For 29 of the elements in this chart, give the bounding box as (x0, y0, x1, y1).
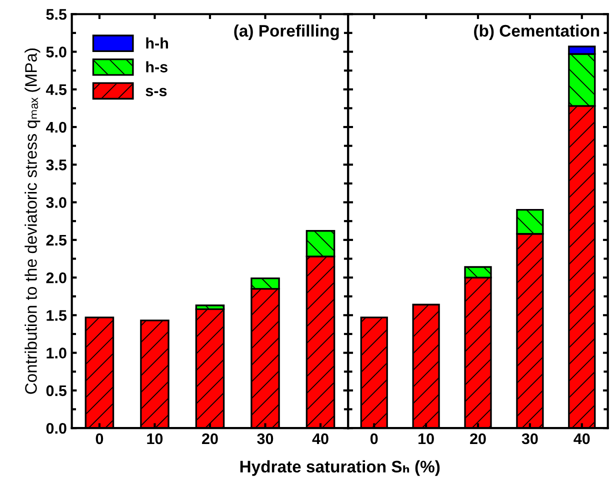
y-tick-label: 0.5 (46, 385, 67, 396)
y-tick-label: 1.0 (46, 348, 66, 358)
x-tick-label: 20 (202, 433, 218, 444)
y-tick-label: 5.5 (46, 9, 67, 20)
y-tick-label: 0.0 (46, 422, 66, 434)
x-tick-label: 0 (96, 433, 104, 444)
x-tick-label: 40 (312, 433, 328, 444)
legend-label: h-h (146, 37, 168, 48)
y-tick-label: 4.5 (46, 84, 67, 96)
legend-label: h-s (146, 61, 168, 72)
y-tick-label: 3.5 (46, 160, 67, 170)
y-tick-label: 4.0 (46, 122, 66, 133)
y-tick-label: 5.0 (46, 46, 66, 58)
y-axis-title: Contribution to the deviatoric stress qₘₐₓ (MPa) (24, 48, 40, 394)
y-tick-label: 2.0 (46, 272, 66, 284)
x-tick-label: 0 (370, 433, 378, 444)
y-tick-label: 1.5 (46, 310, 67, 321)
x-tick-label: 30 (522, 433, 538, 444)
x-axis-title: Hydrate saturation Sₕ (%) (240, 460, 440, 476)
x-tick-label: 20 (470, 433, 486, 444)
legend-label: s-s (146, 88, 167, 96)
x-tick-label: 40 (574, 433, 590, 444)
x-tick-label: 30 (257, 433, 274, 444)
annotation: (a) Porefilling (234, 24, 339, 40)
y-tick-label: 3.0 (46, 197, 66, 208)
x-tick-label: 10 (418, 433, 434, 444)
annotation: (b) Cementation (474, 24, 600, 40)
y-tick-label: 2.5 (46, 234, 67, 246)
x-tick-label: 10 (147, 433, 163, 444)
